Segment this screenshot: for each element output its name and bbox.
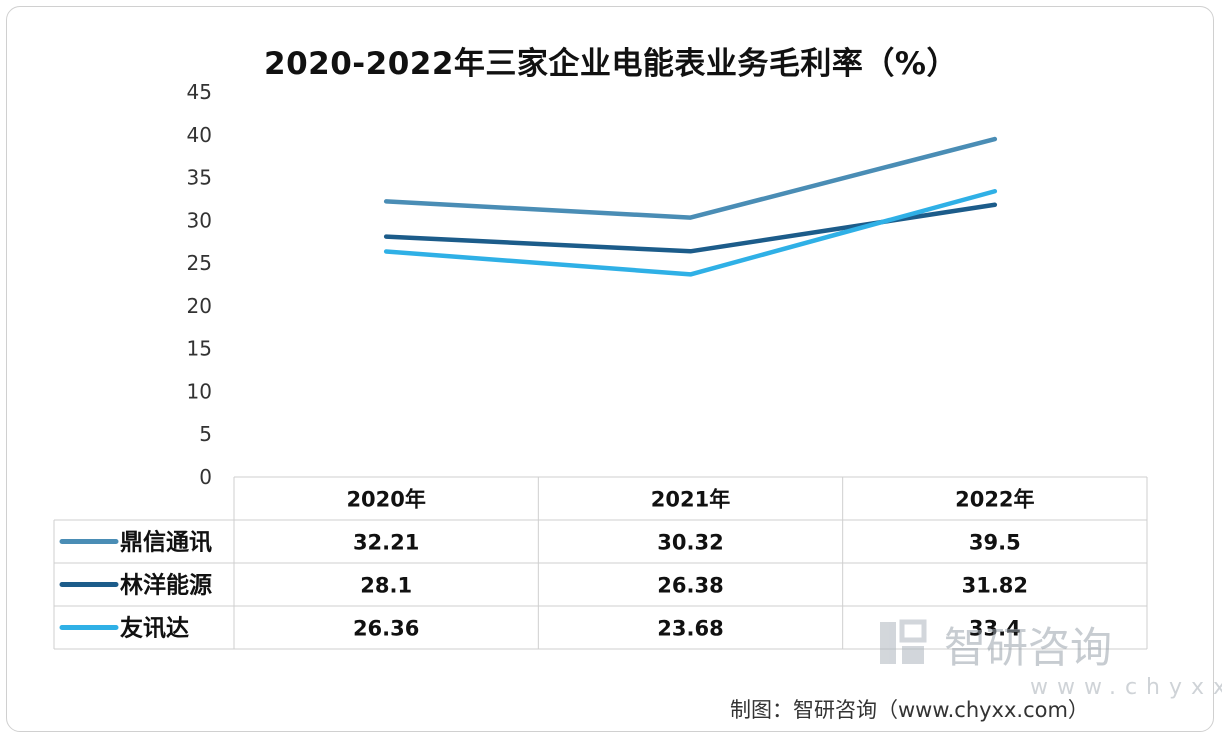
legend-label: 友讯达	[120, 616, 189, 642]
y-tick-label: 5	[199, 422, 212, 446]
table-cell-value: 33.4	[969, 617, 1021, 641]
x-category-label: 2022年	[955, 488, 1034, 512]
chart-title: 2020-2022年三家企业电能表业务毛利率（%）	[264, 46, 958, 82]
table-cell-value: 39.5	[969, 531, 1021, 555]
table-cell-value: 31.82	[962, 574, 1028, 598]
watermark-url: www.chyxx.com	[1030, 675, 1222, 700]
table-cell-value: 23.68	[657, 617, 723, 641]
legend-label: 林洋能源	[120, 572, 212, 599]
chart-frame	[6, 6, 1214, 732]
watermark: 智研咨询 www.chyxx.com	[880, 619, 1222, 700]
table-cell-value: 26.36	[353, 617, 419, 641]
watermark-logo-icon	[880, 619, 927, 664]
legend-label: 鼎信通讯	[120, 529, 212, 556]
source-note: 制图：智研咨询（www.chyxx.com）	[730, 698, 1089, 722]
y-tick-label: 40	[187, 123, 212, 147]
series-line	[383, 188, 998, 277]
series-line	[383, 136, 998, 220]
y-tick-label: 20	[187, 294, 212, 318]
table-cell-value: 30.32	[657, 531, 723, 555]
table-cell-value: 26.38	[657, 574, 723, 598]
y-tick-label: 45	[187, 80, 212, 104]
series-lines	[383, 136, 998, 277]
y-tick-label: 25	[187, 251, 212, 275]
y-axis-ticks: 0 5 10 15 20 25 30 35 40 45	[187, 80, 212, 489]
y-tick-label: 30	[187, 208, 212, 232]
y-tick-label: 0	[199, 465, 212, 489]
y-tick-label: 15	[187, 337, 212, 361]
y-tick-label: 35	[187, 166, 212, 190]
table-cell-value: 32.21	[353, 531, 419, 555]
x-category-label: 2021年	[651, 488, 730, 512]
y-tick-label: 10	[187, 379, 212, 403]
series-line	[383, 202, 998, 254]
table-cell-value: 28.1	[360, 574, 412, 598]
watermark-name: 智研咨询	[944, 623, 1112, 672]
x-category-label: 2020年	[346, 488, 425, 512]
